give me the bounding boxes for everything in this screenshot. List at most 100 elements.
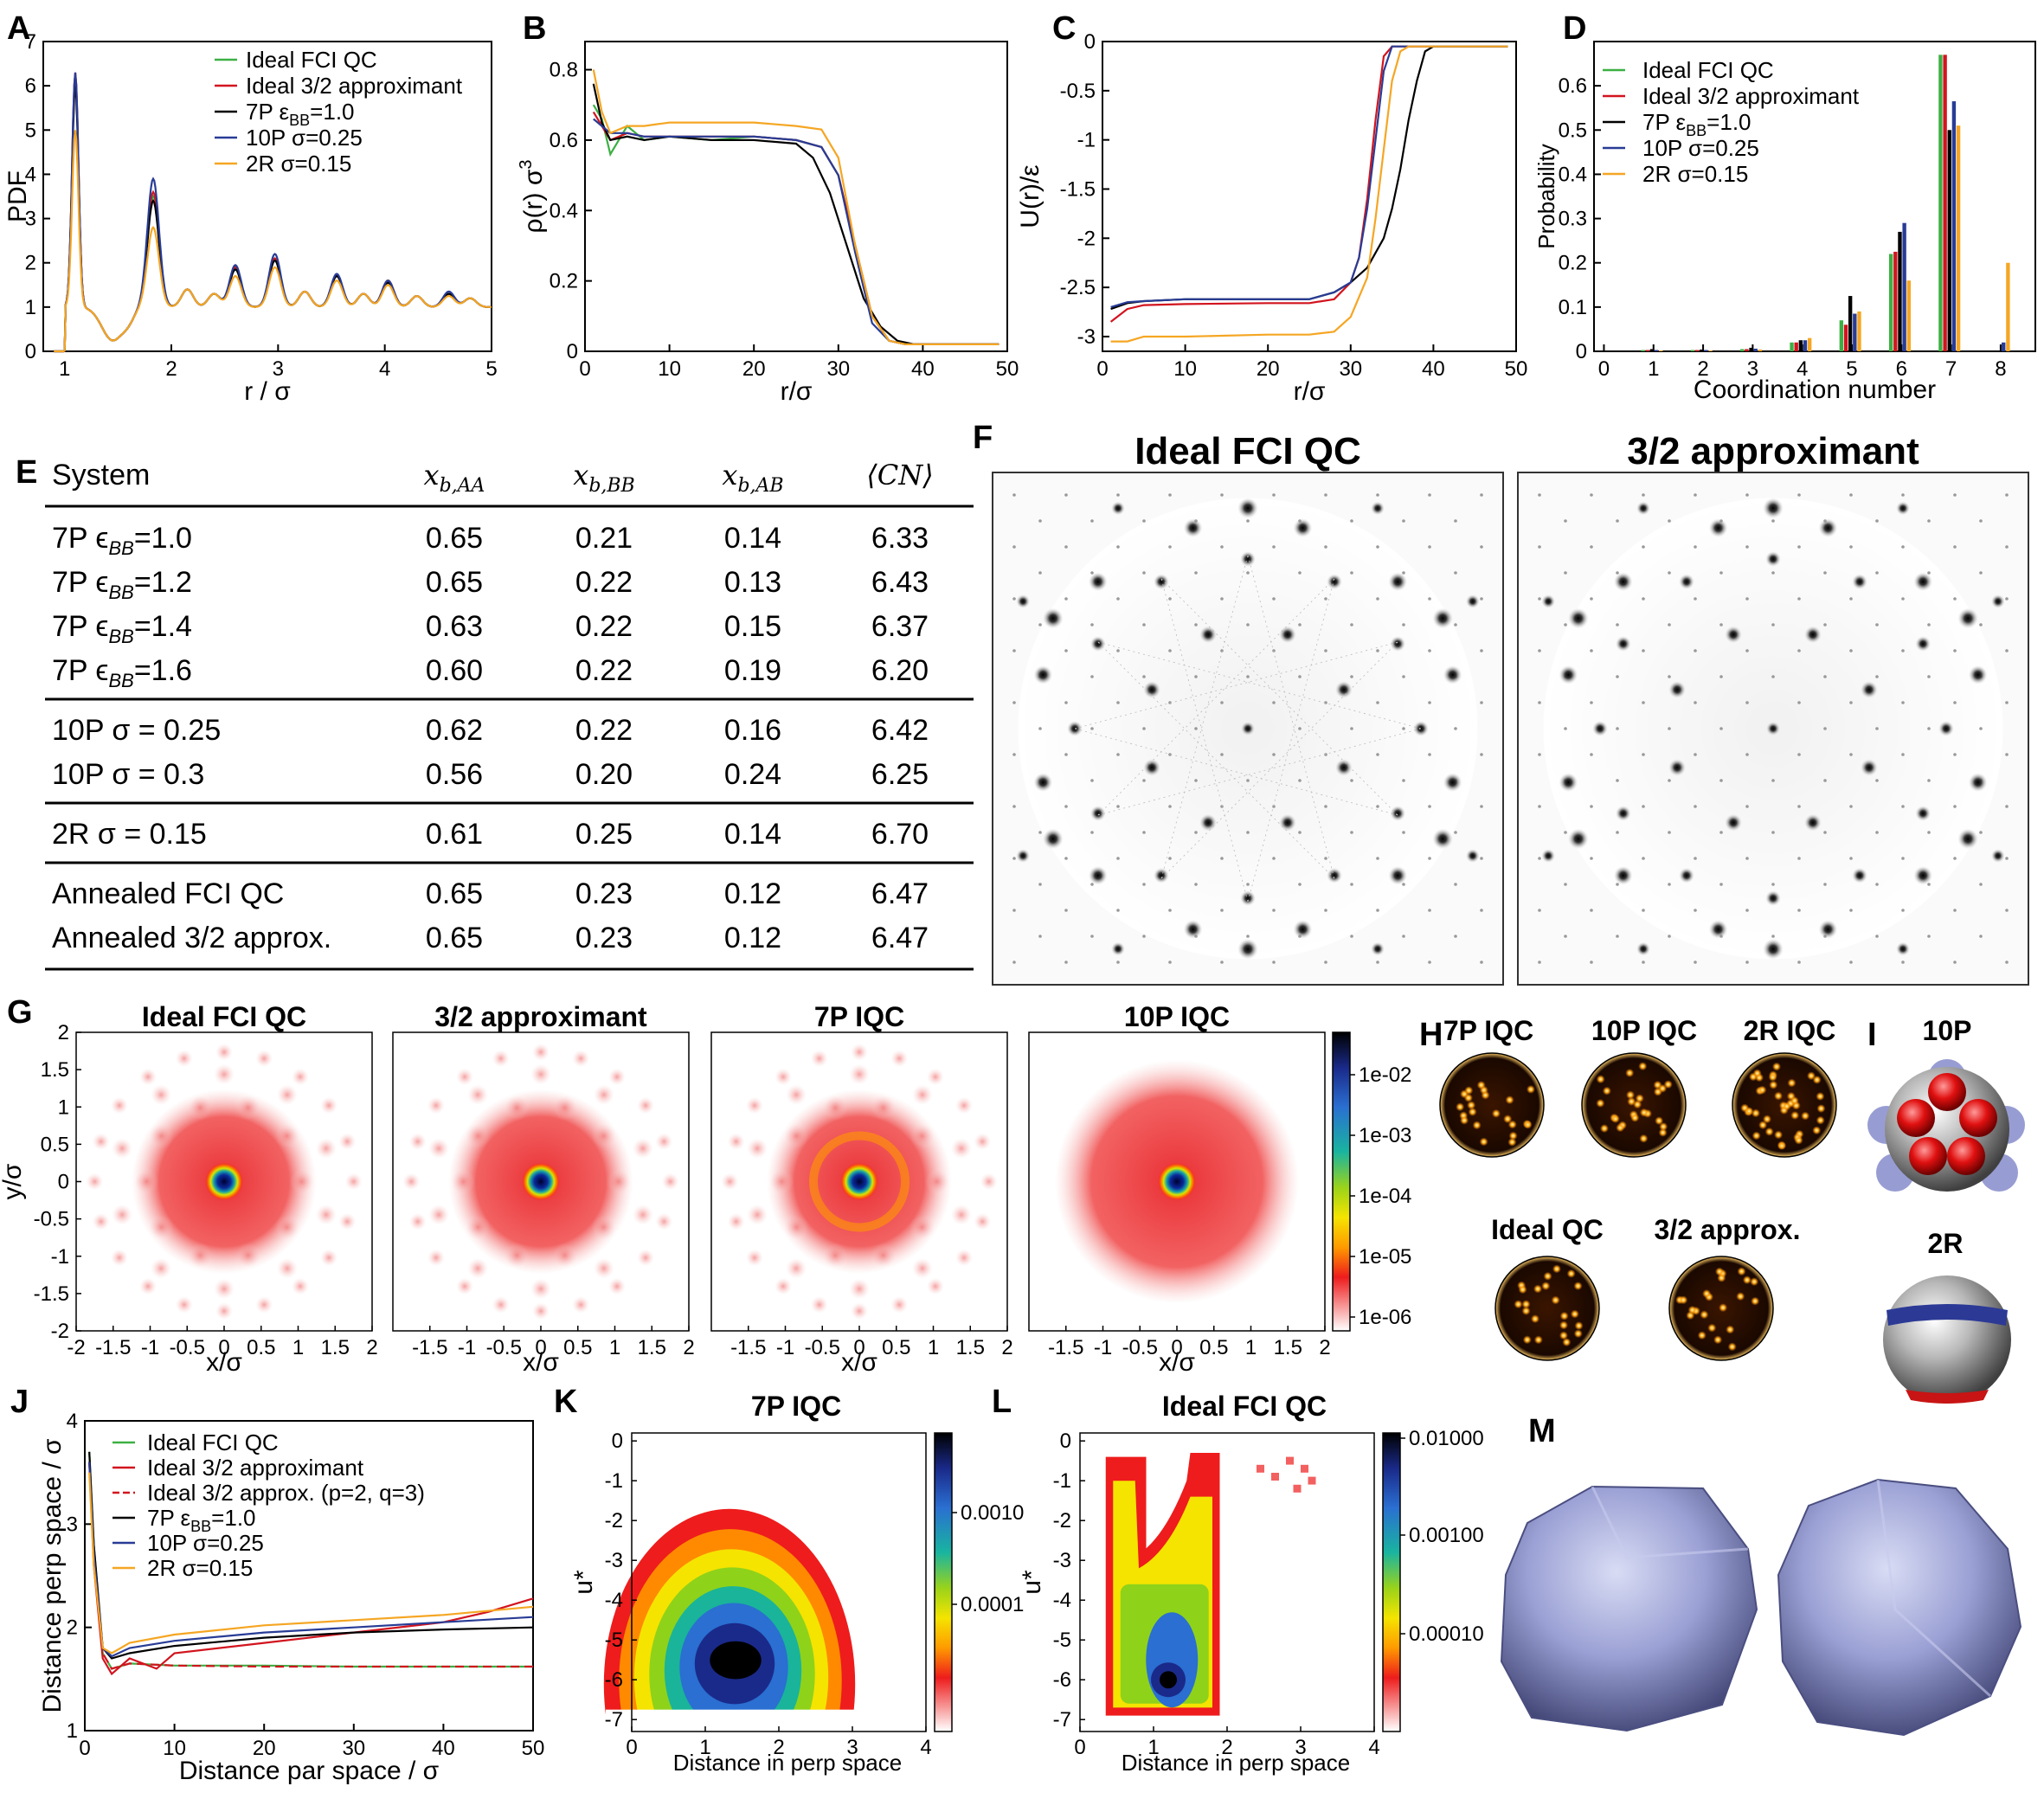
y-tick-label: 0.2	[1559, 252, 1587, 275]
diffraction-spot-small	[1220, 597, 1224, 601]
x-tick-label: 1	[1147, 1736, 1159, 1759]
table-system-cell: 2R σ = 0.15	[52, 818, 207, 851]
panel-letter-e: E	[16, 454, 37, 491]
panel-g-heatmaps: G Ideal FCI QC -2 -1.5 -1 -0.5 0 0.5 1 1.5 2 x/σ 3/2…	[0, 994, 1411, 1377]
diffraction-spot-small	[1849, 597, 1853, 601]
sphere-bright-spot	[1543, 1271, 1552, 1281]
diffraction-spot-small	[1979, 935, 1983, 938]
diffraction-spot-small	[1642, 701, 1645, 704]
diffraction-streak	[1160, 555, 1249, 879]
sphere-bright-spot	[1491, 1108, 1501, 1118]
probability-bar	[1641, 350, 1645, 351]
diffraction-spot	[1915, 636, 1932, 652]
y-tick-label: 1	[25, 296, 36, 319]
diffraction-spot-small	[1564, 935, 1567, 938]
diffraction-spot-small	[1376, 545, 1379, 549]
heatmap-density-blob	[92, 1133, 110, 1151]
particle-label: 10P	[1923, 1015, 1972, 1046]
x-tick-label: 20	[253, 1737, 276, 1760]
diffraction-spot	[1327, 867, 1342, 883]
heatmap-density-blob	[112, 1138, 133, 1160]
panel-letter-f: F	[973, 420, 993, 456]
diffraction-spot-small	[1901, 961, 1905, 964]
legend-tail: =1.0	[310, 99, 354, 125]
sphere-bright-spot	[1570, 1309, 1579, 1319]
x-axis-label: r/σ	[1294, 377, 1326, 406]
heatmap-density-blob	[456, 1277, 474, 1295]
diffraction-spot-small	[1402, 571, 1405, 575]
x-tick-label: 7	[1945, 357, 1957, 381]
heatmap-center-peak	[522, 1162, 560, 1201]
diffraction-spot-small	[1298, 883, 1302, 886]
histogram-contour	[1160, 1671, 1177, 1689]
diffraction-spot-small	[1272, 961, 1276, 964]
heatmap-density-blob	[745, 1096, 763, 1115]
diffraction-title: Ideal FCI QC	[1134, 430, 1361, 472]
diffraction-spot-small	[2005, 961, 2009, 964]
diffraction-spot-small	[1745, 649, 1749, 652]
diffraction-spot-small	[1090, 779, 1094, 782]
diffraction-spot-small	[1064, 909, 1068, 912]
y-tick-label: -2	[1053, 1509, 1071, 1532]
table-value-cell: 0.63	[426, 610, 483, 643]
diffraction-spot-small	[1090, 675, 1094, 678]
sphere-bright-spot	[1713, 1335, 1723, 1345]
diffraction-spot-small	[1324, 857, 1327, 860]
diffraction-spot-small	[2005, 649, 2009, 652]
colorbar	[1332, 1031, 1351, 1332]
diffraction-spot-small	[1719, 623, 1723, 626]
diffraction-spot-small	[1849, 753, 1853, 756]
x-tick-label: 0	[1074, 1736, 1085, 1759]
diffraction-spot-small	[1194, 571, 1198, 575]
diffraction-spot-small	[1901, 805, 1905, 808]
y-tick-label: -1	[1053, 1469, 1071, 1493]
diffraction-spot	[1033, 773, 1053, 793]
table-value-cell: 0.61	[426, 818, 483, 851]
probability-bar	[1951, 101, 1957, 352]
diffraction-spot	[1915, 806, 1932, 821]
diffraction-spot-small	[1719, 883, 1723, 886]
diffraction-spot-small	[1454, 727, 1457, 730]
table-system-cell: 7P ϵBB=1.2	[52, 566, 192, 603]
heatmap-density-blob	[745, 1249, 763, 1267]
histogram-title: 7P IQC	[751, 1391, 841, 1422]
sphere-bright-spot	[1727, 1342, 1737, 1352]
table-system-cell: Annealed 3/2 approx.	[52, 922, 331, 954]
histogram-contour	[710, 1641, 762, 1680]
x-tick-label: 0	[535, 1336, 546, 1359]
sphere-bright-spot	[1751, 1108, 1760, 1118]
heatmap-density-blob	[593, 1084, 614, 1106]
heatmap-density-blob	[151, 1257, 172, 1279]
diffraction-spot-small	[1116, 545, 1120, 549]
diffraction-spot-small	[1090, 883, 1094, 886]
x-tick-label: 1	[699, 1736, 710, 1759]
diffraction-spot-small	[1402, 675, 1405, 678]
colorbar	[1382, 1432, 1401, 1732]
diffraction-spot-small	[1875, 571, 1879, 575]
y-tick-label: 1	[58, 1095, 69, 1119]
probability-bar	[1906, 280, 1911, 351]
diffraction-spot-small	[1694, 961, 1697, 964]
diffraction-spot-small	[1246, 883, 1250, 886]
y-tick-label: 0	[567, 340, 578, 363]
diffraction-spot-small	[1220, 909, 1224, 912]
legend-label: 2R σ=0.15	[1642, 161, 1748, 187]
x-tick-label: 10	[1173, 357, 1197, 381]
sphere-bright-spot	[1638, 1062, 1648, 1071]
heatmap-density-blob	[950, 1138, 972, 1160]
probability-bar	[1749, 347, 1753, 351]
y-axis-label: Probability	[1533, 144, 1559, 248]
density-series-line	[592, 69, 1000, 345]
heatmap-density-blob	[402, 1173, 421, 1191]
heatmap-density-blob	[775, 1277, 793, 1295]
y-axis-superscript: 3	[517, 159, 536, 169]
diffraction-spot	[1371, 501, 1385, 516]
x-tick-label: 0	[1598, 357, 1610, 381]
diffraction-spot-small	[1719, 675, 1723, 678]
diffraction-spot-small	[1979, 883, 1983, 886]
x-tick-label: 4	[920, 1736, 931, 1759]
diffraction-streak	[1097, 641, 1422, 729]
legend-label: Ideal FCI QC	[1642, 57, 1774, 83]
diffraction-spot-small	[1927, 727, 1931, 730]
heatmap-density-blob	[408, 1212, 427, 1230]
